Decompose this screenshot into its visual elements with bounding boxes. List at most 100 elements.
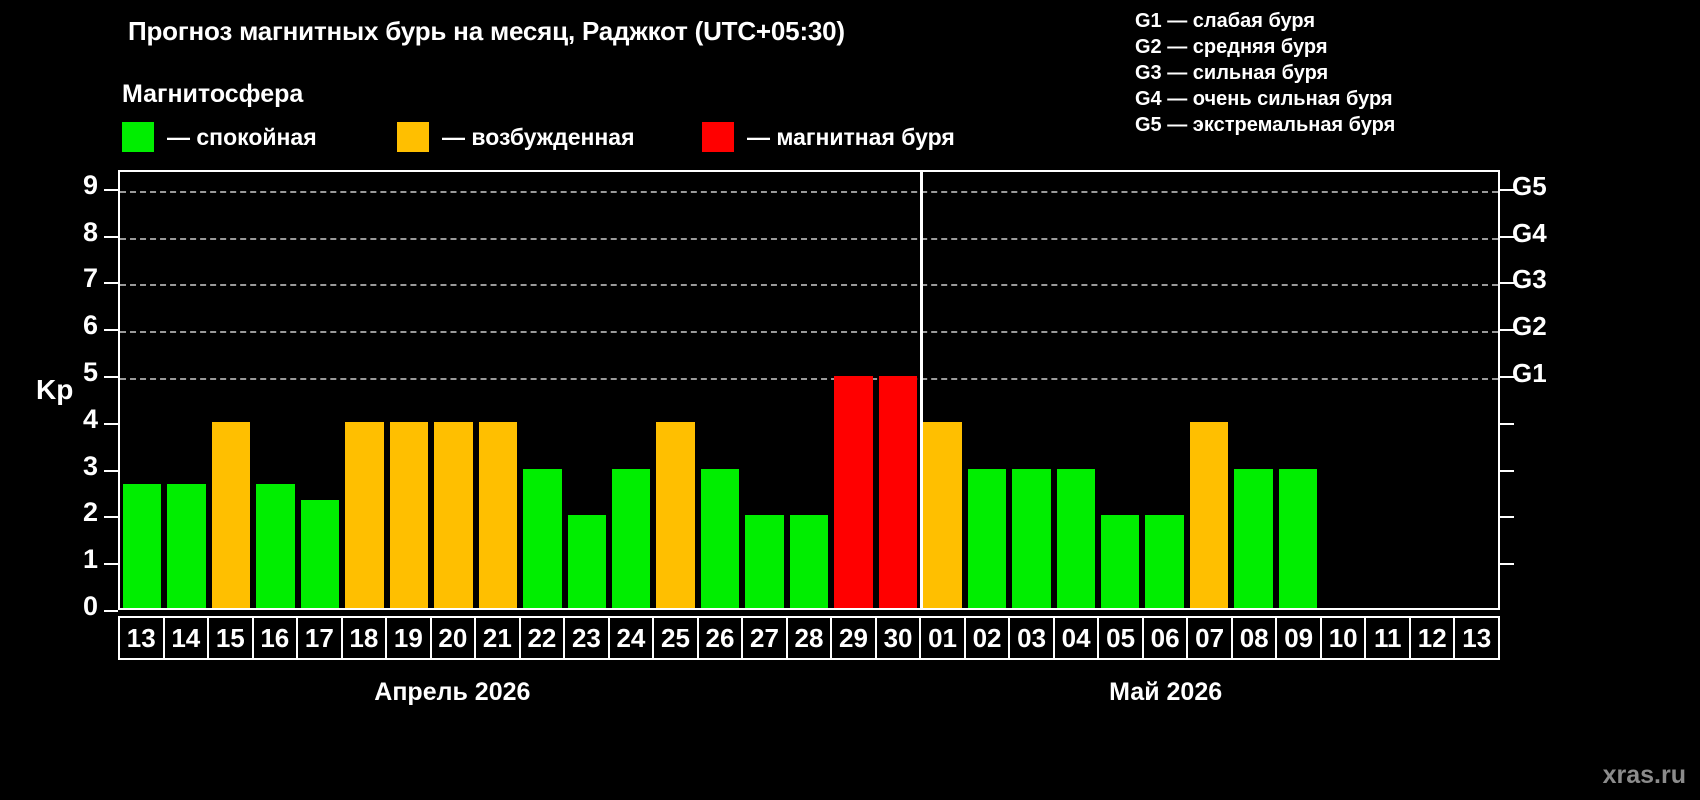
g-tick-mark: [1500, 469, 1514, 472]
bar: [523, 468, 562, 608]
bar: [567, 515, 606, 608]
day-label-23[interactable]: 23: [563, 616, 610, 660]
page-title: Прогноз магнитных бурь на месяц, Раджкот…: [128, 16, 845, 46]
day-axis: 13 14 15 16 17 18 19 20 21 22 23 24 25 26 27 28 29 30 01 02…: [118, 616, 1500, 660]
day-label-17[interactable]: 17: [296, 616, 343, 660]
bar: [789, 515, 829, 608]
legend-label: — возбужденная: [442, 123, 635, 150]
bar-cell-05: [1098, 172, 1142, 608]
bar-cell-13: [120, 172, 164, 608]
day-label-10[interactable]: 10: [1319, 616, 1367, 660]
day-label-19[interactable]: 19: [385, 616, 432, 660]
legend-swatch-icon: [122, 122, 154, 152]
y-tick-mark: [104, 282, 118, 285]
day-label-27[interactable]: 27: [741, 616, 788, 660]
day-label-06[interactable]: 06: [1141, 616, 1189, 660]
bar-cell-02: [965, 172, 1009, 608]
g-tick-mark: [1500, 375, 1514, 378]
bar: [1056, 468, 1095, 608]
g-tick-label: G4: [1512, 217, 1547, 248]
y-tick-mark: [104, 188, 118, 191]
bar: [967, 468, 1007, 608]
day-label-01[interactable]: 01: [919, 616, 966, 660]
g-tick-mark: [1500, 422, 1514, 425]
day-label-13[interactable]: 13: [1453, 616, 1500, 660]
bar: [389, 422, 429, 608]
y-tick-mark: [104, 469, 118, 472]
legend-item-0: — спокойная: [122, 120, 317, 154]
bar-cell-09: [1276, 172, 1320, 608]
bar: [434, 422, 473, 608]
bar: [123, 484, 162, 608]
bar-cell-11: [1365, 172, 1409, 608]
day-label-20[interactable]: 20: [429, 616, 477, 660]
bar-cell-20: [431, 172, 475, 608]
bar-cell-13: [1454, 172, 1498, 608]
y-tick-label: 5: [82, 356, 98, 387]
bar-cell-12: [1409, 172, 1453, 608]
month-divider: [920, 172, 924, 608]
bar: [167, 484, 206, 608]
gscale-row-3: G3 — сильная буря: [1135, 62, 1329, 84]
y-tick-label: 2: [82, 497, 98, 528]
bar: [256, 484, 295, 608]
bar: [923, 422, 962, 608]
day-label-13[interactable]: 13: [118, 616, 165, 660]
bar: [300, 499, 340, 608]
day-label-28[interactable]: 28: [785, 616, 833, 660]
bar: [878, 376, 918, 608]
gridline: [120, 284, 1498, 287]
g-tick-label: G1: [1512, 357, 1547, 388]
y-tick-mark: [104, 563, 118, 566]
y-tick-mark: [104, 516, 118, 519]
y-tick-mark: [104, 375, 118, 378]
day-label-05[interactable]: 05: [1097, 616, 1144, 660]
gscale-row-5: G5 — экстремальная буря: [1135, 114, 1396, 136]
day-label-18[interactable]: 18: [340, 616, 388, 660]
day-label-04[interactable]: 04: [1052, 616, 1100, 660]
g-tick-mark: [1500, 188, 1514, 191]
bar: [1145, 515, 1184, 608]
day-label-16[interactable]: 16: [251, 616, 299, 660]
bar: [345, 422, 384, 608]
y-tick-label: 7: [82, 263, 98, 294]
bar-cell-10: [1320, 172, 1364, 608]
day-label-30[interactable]: 30: [874, 616, 922, 660]
bar-cell-29: [831, 172, 875, 608]
day-label-25[interactable]: 25: [652, 616, 699, 660]
day-label-03[interactable]: 03: [1008, 616, 1055, 660]
day-label-21[interactable]: 21: [474, 616, 521, 660]
day-label-26[interactable]: 26: [696, 616, 744, 660]
bar-cell-17: [298, 172, 342, 608]
gridline: [120, 237, 1498, 240]
day-label-11[interactable]: 11: [1364, 616, 1411, 660]
bar-cell-25: [653, 172, 697, 608]
day-label-15[interactable]: 15: [207, 616, 254, 660]
bar-cell-21: [476, 172, 520, 608]
bar: [745, 515, 784, 608]
bar-series: [120, 172, 1498, 608]
g-tick-mark: [1500, 516, 1514, 519]
bar-cell-23: [565, 172, 609, 608]
day-label-12[interactable]: 12: [1408, 616, 1456, 660]
gridline: [120, 331, 1498, 334]
gscale-row-4: G4 — очень сильная буря: [1135, 88, 1393, 110]
day-label-24[interactable]: 24: [607, 616, 655, 660]
g-tick-mark: [1500, 563, 1514, 566]
day-label-02[interactable]: 02: [963, 616, 1011, 660]
bar-cell-15: [209, 172, 253, 608]
bar-cell-27: [742, 172, 786, 608]
day-label-08[interactable]: 08: [1230, 616, 1278, 660]
y-tick-label: 9: [82, 169, 98, 200]
legend-swatch-icon: [397, 122, 429, 152]
day-label-29[interactable]: 29: [830, 616, 877, 660]
day-label-22[interactable]: 22: [518, 616, 566, 660]
y-tick-mark: [104, 235, 118, 238]
g-tick-mark: [1500, 282, 1514, 285]
day-label-09[interactable]: 09: [1275, 616, 1322, 660]
bar: [1012, 468, 1051, 608]
day-label-14[interactable]: 14: [162, 616, 210, 660]
magnetosphere-label: Магнитосфера: [122, 80, 304, 108]
day-label-07[interactable]: 07: [1186, 616, 1233, 660]
